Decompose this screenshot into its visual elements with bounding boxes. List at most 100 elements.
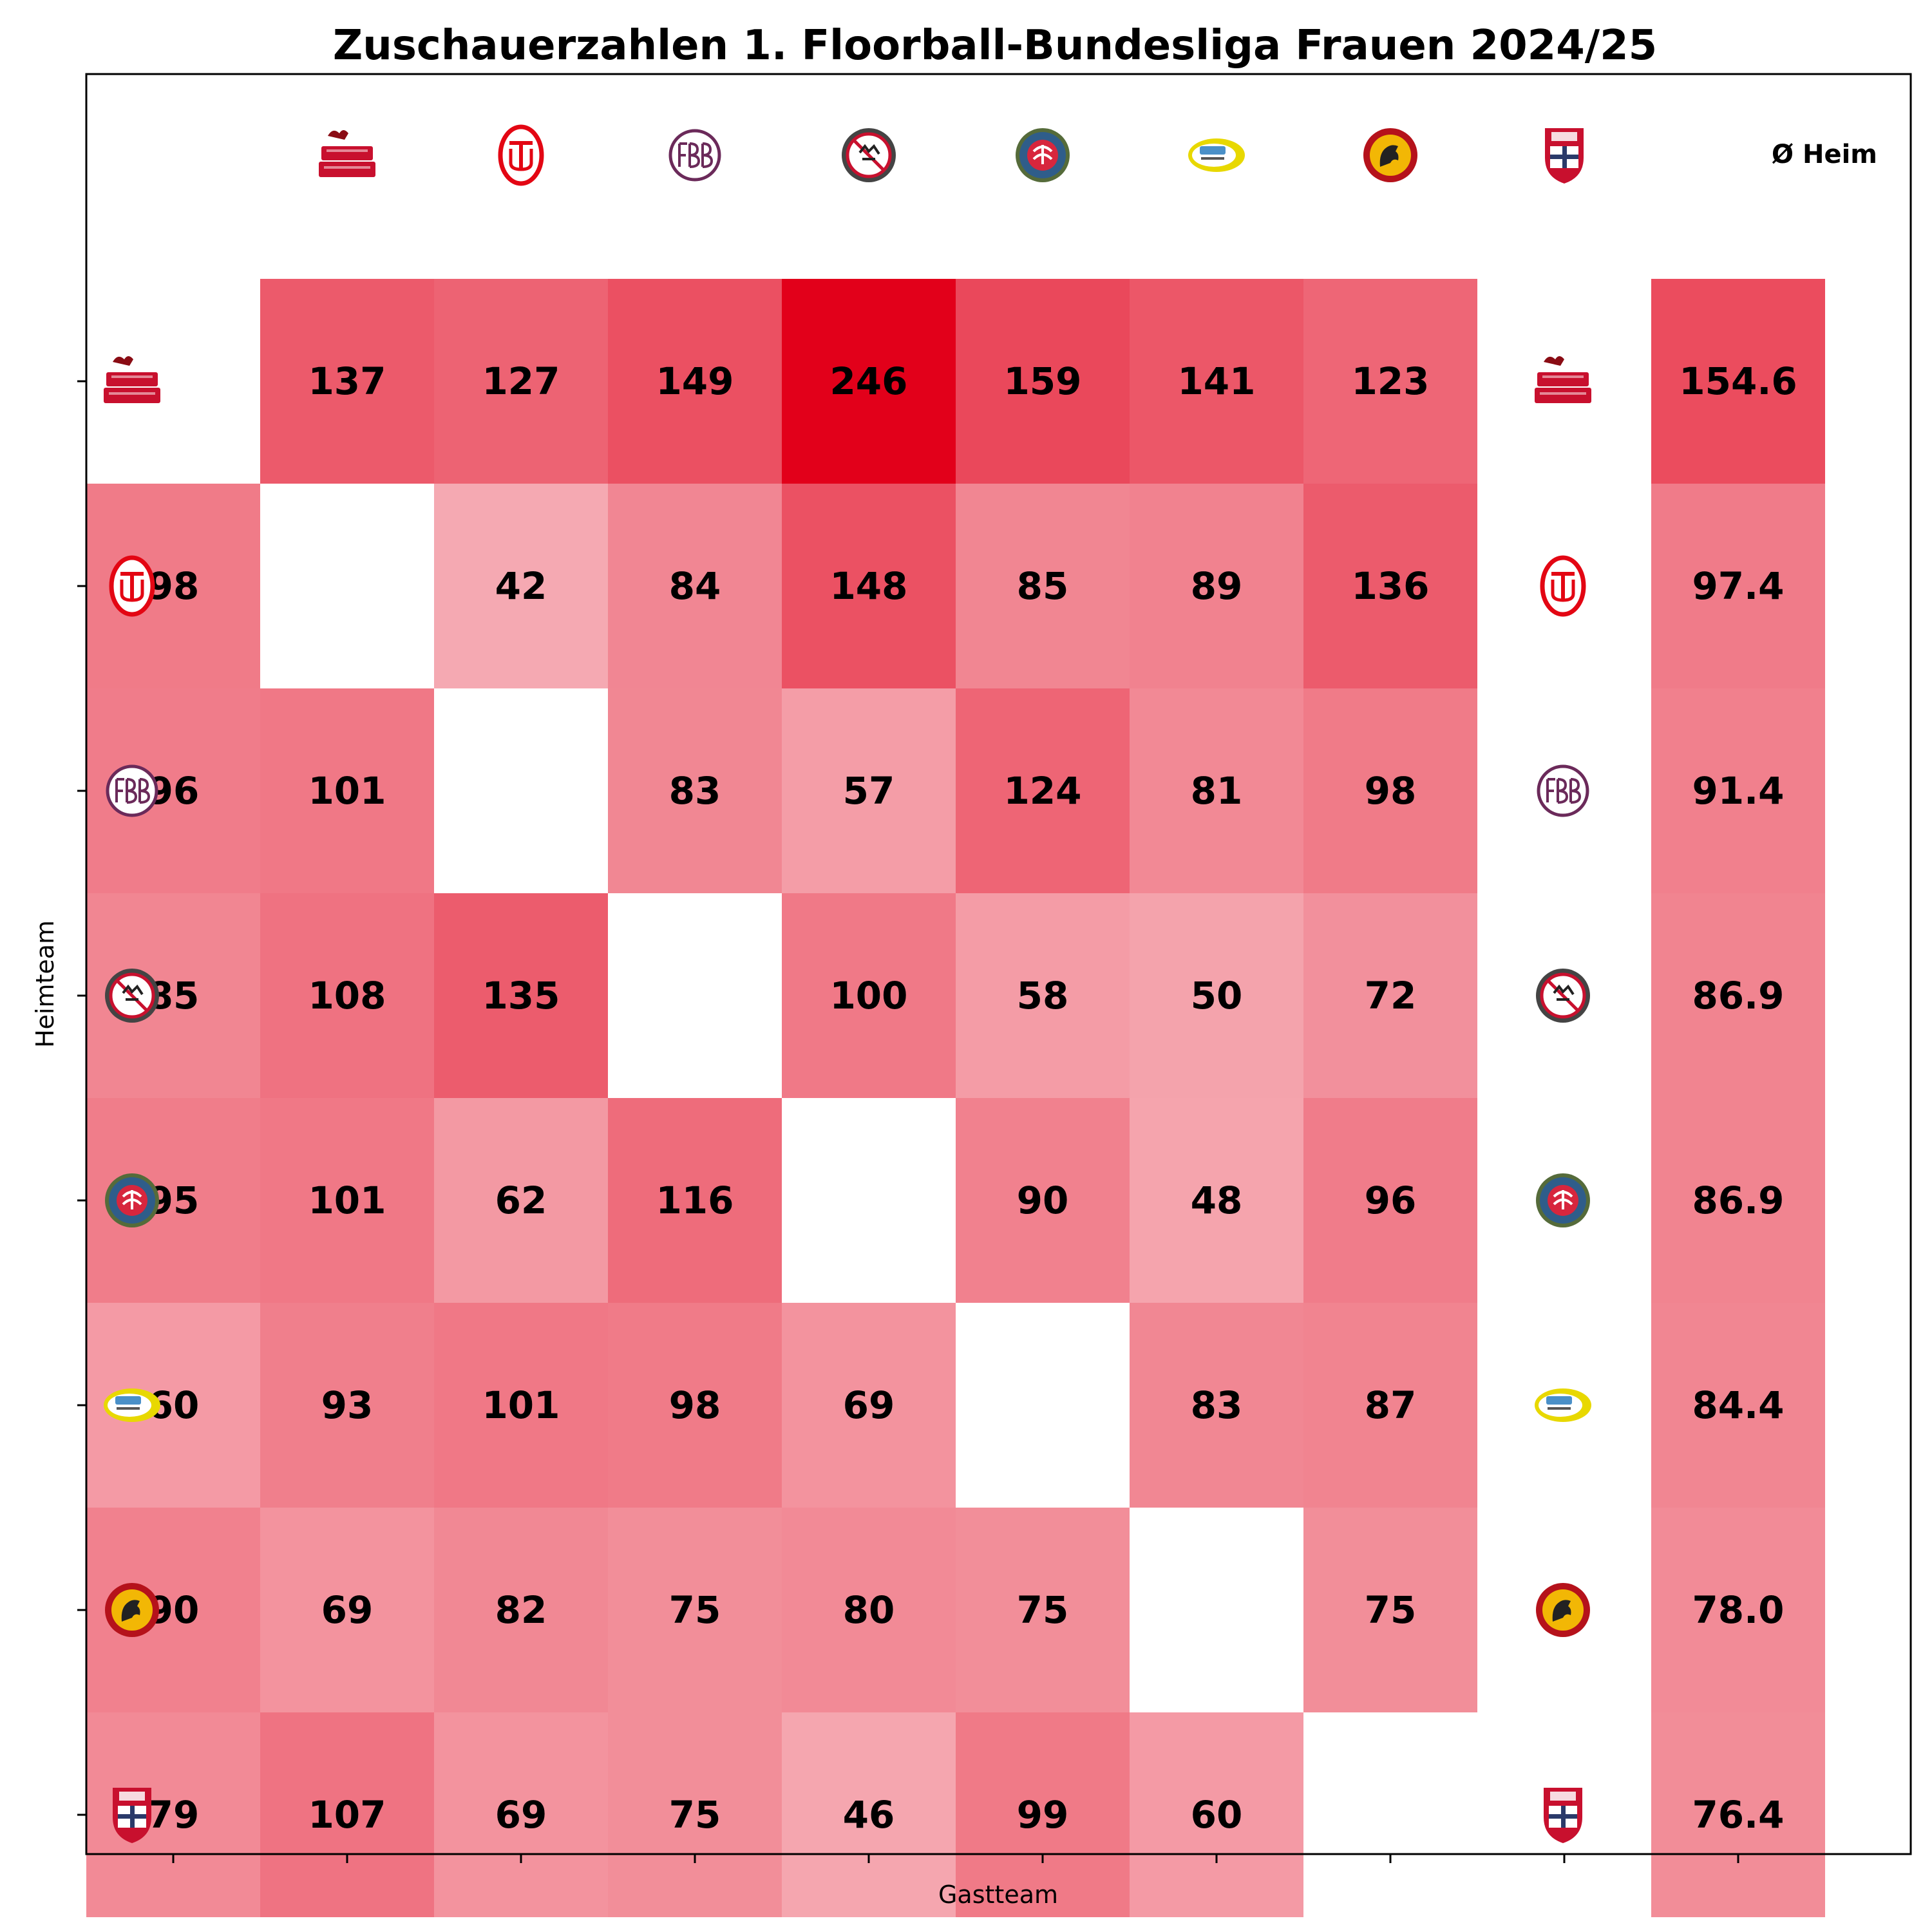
heatmap-cell [956, 688, 1130, 893]
cell-value-label: 69 [321, 1588, 374, 1632]
heatmap-cell [1303, 1303, 1477, 1508]
cell-value-label: 81 [1191, 769, 1243, 813]
heatmap-cell [608, 1508, 782, 1712]
cell-value-label: 83 [1191, 1383, 1243, 1427]
dark-round-badge-logo [105, 969, 159, 1023]
heatmap-cell [260, 893, 434, 1098]
heatmap-cell [1303, 1508, 1477, 1712]
heatmap-cell [1130, 484, 1303, 688]
blue-round-badge-logo [1016, 128, 1070, 182]
cell-value-label: 136 [1351, 564, 1429, 608]
home-average-cell [1651, 1098, 1825, 1303]
red-circle-crest-logo [1540, 555, 1586, 617]
home-average-label: 154.6 [1679, 359, 1797, 403]
heatmap-cell [260, 1303, 434, 1508]
cell-value-label: 60 [1191, 1793, 1243, 1837]
cell-value-label: 107 [308, 1793, 386, 1837]
red-round-horse-logo [1536, 1583, 1590, 1637]
home-average-label: 84.4 [1692, 1383, 1784, 1427]
heatmap-cell [956, 1508, 1130, 1712]
heatmap-cell [956, 1712, 1130, 1917]
red-circle-crest-logo [498, 124, 544, 186]
heatmap-cell [434, 279, 608, 484]
blue-round-badge-logo [1536, 1173, 1590, 1227]
cell-value-label: 137 [308, 359, 386, 403]
cell-value-label: 46 [843, 1793, 895, 1837]
cell-value-label: 159 [1003, 359, 1081, 403]
heatmap-cell [956, 1098, 1130, 1303]
heatmap-cell [434, 484, 608, 688]
heatmap-cell [1303, 484, 1477, 688]
cell-value-label: 98 [669, 1383, 721, 1427]
cell-value-label: 100 [829, 974, 907, 1018]
red-devils-logo [104, 356, 160, 403]
blue-round-badge-logo [105, 1173, 159, 1227]
red-round-horse-logo [1363, 128, 1417, 182]
heatmap-cell [782, 1508, 956, 1712]
heatmap-cell [1303, 688, 1477, 893]
plot-frame [85, 73, 1912, 1855]
heatmap-cell [608, 1712, 782, 1917]
red-circle-crest-logo [109, 555, 155, 617]
ssf-red-shield-logo [1544, 1788, 1582, 1843]
heatmap-cell [782, 688, 956, 893]
cell-value-label: 99 [1017, 1793, 1069, 1837]
cell-value-label: 84 [669, 564, 721, 608]
cell-value-label: 90 [1017, 1179, 1069, 1222]
home-average-cell [1651, 688, 1825, 893]
heatmap-cell [1303, 893, 1477, 1098]
cell-value-label: 89 [1191, 564, 1243, 608]
dark-round-badge-logo [1536, 969, 1590, 1023]
home-average-label: 76.4 [1692, 1793, 1784, 1837]
heatmap-cell [782, 893, 956, 1098]
ssf-red-shield-logo [1545, 128, 1584, 184]
purple-monogram-logo [1537, 764, 1589, 817]
heatmap-cell [1130, 279, 1303, 484]
heatmap-cell [782, 1712, 956, 1917]
heatmap-cell [434, 1303, 608, 1508]
cell-value-label: 80 [843, 1588, 895, 1632]
home-average-label: 78.0 [1692, 1588, 1784, 1632]
heatmap-cell [1303, 1098, 1477, 1303]
heatmap-cell [956, 893, 1130, 1098]
dark-round-badge-logo [842, 128, 896, 182]
x-axis-label: Gastteam [938, 1880, 1058, 1909]
home-average-cell [1651, 279, 1825, 484]
red-devils-logo [1535, 356, 1591, 403]
cell-value-label: 149 [656, 359, 734, 403]
home-average-cell [1651, 1303, 1825, 1508]
y-axis-label: Heimteam [31, 920, 59, 1048]
cell-value-label: 48 [1191, 1179, 1243, 1222]
tsg-yellow-oval-logo [1188, 138, 1245, 172]
cell-value-label: 98 [147, 564, 200, 608]
heatmap-cell [608, 1303, 782, 1508]
cell-value-label: 75 [1365, 1588, 1417, 1632]
heatmap-cell [782, 1303, 956, 1508]
heatmap-cell [434, 1712, 608, 1917]
home-average-label: 86.9 [1692, 1179, 1784, 1222]
heatmap-cell [434, 893, 608, 1098]
heatmap-cell [608, 688, 782, 893]
cell-value-label: 101 [308, 1179, 386, 1222]
home-average-cell [1651, 893, 1825, 1098]
heatmap-cell [1130, 688, 1303, 893]
home-average-label: 91.4 [1692, 769, 1784, 813]
cell-value-label: 87 [1365, 1383, 1417, 1427]
heatmap-cell [956, 279, 1130, 484]
heatmap-cell [1303, 279, 1477, 484]
home-average-cell [1651, 484, 1825, 688]
cell-value-label: 96 [1365, 1179, 1417, 1222]
cell-value-label: 50 [1191, 974, 1243, 1018]
cell-value-label: 116 [656, 1179, 734, 1222]
heatmap-cell [260, 1098, 434, 1303]
heatmap-cell [1130, 893, 1303, 1098]
heatmap-cell [1130, 1098, 1303, 1303]
heatmap-cell [782, 484, 956, 688]
heatmap-cell [1130, 1303, 1303, 1508]
cell-value-label: 85 [1017, 564, 1069, 608]
cell-value-label: 98 [1365, 769, 1417, 813]
home-average-cell [1651, 1508, 1825, 1712]
red-devils-logo [319, 130, 375, 177]
cell-value-label: 42 [495, 564, 547, 608]
cell-value-label: 62 [495, 1179, 547, 1222]
